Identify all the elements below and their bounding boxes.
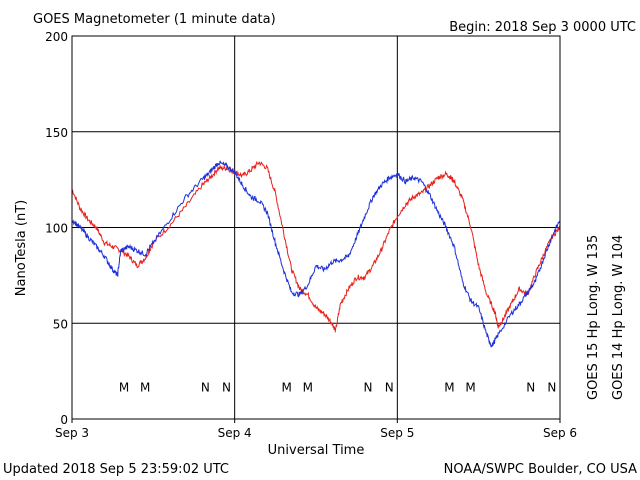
marker-N: N xyxy=(364,380,373,394)
marker-M: M xyxy=(282,380,292,394)
marker-N: N xyxy=(547,380,556,394)
plot-frame xyxy=(71,35,561,420)
marker-M: M xyxy=(303,380,313,394)
series-line-goes15 xyxy=(71,160,561,333)
marker-N: N xyxy=(201,380,210,394)
y-tick-label: 50 xyxy=(53,317,68,331)
updated-label: Updated 2018 Sep 5 23:59:02 UTC xyxy=(3,462,229,477)
begin-label: Begin: 2018 Sep 3 0000 UTC xyxy=(449,20,636,35)
plot-grid xyxy=(72,36,560,419)
x-tick-label: Sep 6 xyxy=(543,426,577,440)
marker-M: M xyxy=(119,380,129,394)
y-axis-label: NanoTesla (nT) xyxy=(14,200,29,296)
chart-title: GOES Magnetometer (1 minute data) xyxy=(33,12,276,27)
y-tick-label: 200 xyxy=(45,30,68,44)
legend-goes14: GOES 14 Hp Long. W 104 xyxy=(611,235,626,400)
y-tick-labels: 0 50 100 150 200 xyxy=(45,30,68,427)
y-tick-label: 150 xyxy=(45,126,68,140)
legend-goes15: GOES 15 Hp Long. W 135 xyxy=(586,235,601,400)
series-lines xyxy=(71,160,561,348)
marker-N: N xyxy=(526,380,535,394)
x-tick-label: Sep 3 xyxy=(55,426,89,440)
x-tick-labels: Sep 3 Sep 4 Sep 5 Sep 6 xyxy=(55,419,577,440)
x-tick-label: Sep 5 xyxy=(380,426,414,440)
x-tick-label: Sep 4 xyxy=(218,426,252,440)
credit-label: NOAA/SWPC Boulder, CO USA xyxy=(444,462,637,477)
y-tick-label: 100 xyxy=(45,222,68,236)
x-axis-label: Universal Time xyxy=(268,443,365,458)
marker-N: N xyxy=(385,380,394,394)
marker-N: N xyxy=(222,380,231,394)
marker-M: M xyxy=(465,380,475,394)
marker-M: M xyxy=(140,380,150,394)
y-tick-label: 0 xyxy=(60,413,68,427)
series-line-goes14 xyxy=(71,160,561,348)
marker-M: M xyxy=(444,380,454,394)
